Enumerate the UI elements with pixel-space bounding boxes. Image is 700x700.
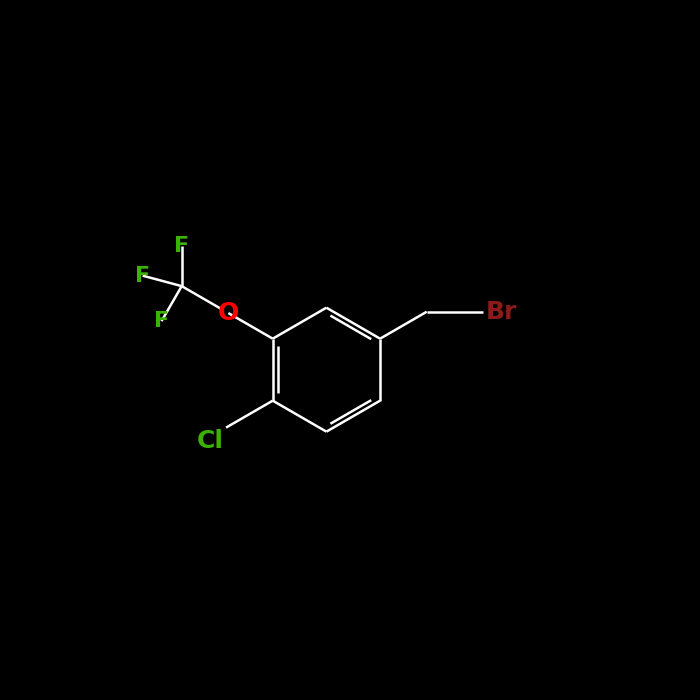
- Text: Cl: Cl: [197, 428, 223, 453]
- Text: Br: Br: [486, 300, 517, 323]
- Text: F: F: [174, 236, 189, 256]
- Text: F: F: [154, 311, 169, 331]
- Text: F: F: [135, 266, 150, 286]
- Text: O: O: [218, 301, 239, 325]
